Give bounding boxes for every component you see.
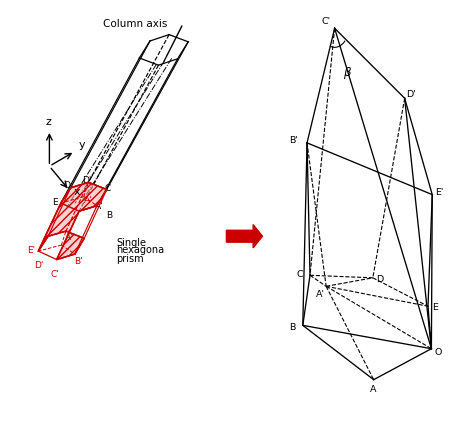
Text: z: z xyxy=(45,117,51,127)
Text: D: D xyxy=(376,275,383,284)
Text: E: E xyxy=(432,304,438,313)
FancyArrow shape xyxy=(227,224,263,248)
Text: E': E' xyxy=(27,246,35,255)
Text: A': A' xyxy=(316,290,325,299)
Text: B: B xyxy=(107,212,113,220)
Text: A': A' xyxy=(95,202,103,211)
Text: D': D' xyxy=(34,261,43,270)
Text: E': E' xyxy=(435,188,443,197)
Text: O: O xyxy=(435,348,442,357)
Text: Single: Single xyxy=(116,237,146,248)
Text: A': A' xyxy=(84,197,92,206)
Text: prism: prism xyxy=(116,254,144,264)
Text: $\beta$: $\beta$ xyxy=(343,65,352,81)
Text: B': B' xyxy=(74,257,83,266)
Text: B: B xyxy=(289,322,295,332)
Text: E: E xyxy=(53,198,58,207)
Text: A'': A'' xyxy=(65,233,76,242)
Text: x: x xyxy=(73,187,80,197)
Text: C': C' xyxy=(321,17,331,26)
Polygon shape xyxy=(38,182,107,260)
Text: B': B' xyxy=(289,136,298,145)
Text: y: y xyxy=(79,140,86,150)
Text: O: O xyxy=(64,181,71,190)
Text: Column axis: Column axis xyxy=(103,19,168,29)
Text: C': C' xyxy=(50,270,59,279)
Text: hexagona: hexagona xyxy=(116,245,164,255)
Text: A: A xyxy=(370,384,377,393)
Text: D': D' xyxy=(406,89,416,98)
Text: D': D' xyxy=(82,176,91,185)
Text: C: C xyxy=(296,270,303,279)
Text: C: C xyxy=(105,184,111,193)
